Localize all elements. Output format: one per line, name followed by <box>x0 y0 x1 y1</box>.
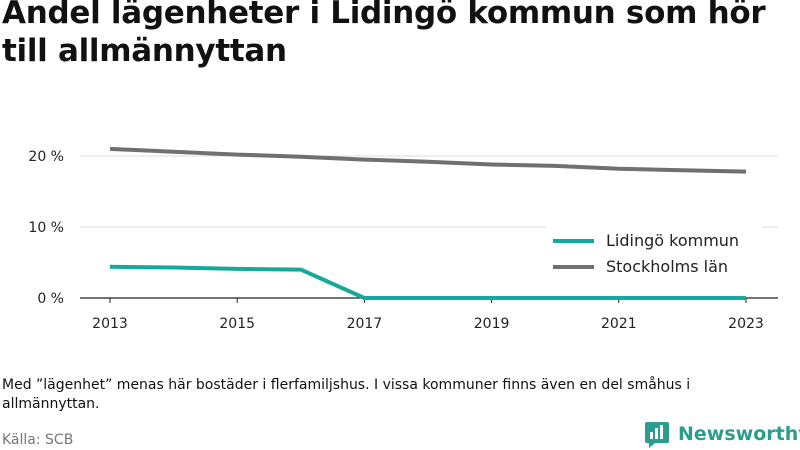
legend-label: Lidingö kommun <box>606 231 739 250</box>
x-tick-label: 2013 <box>92 316 128 332</box>
series-line <box>109 264 746 300</box>
series-lines <box>109 146 747 300</box>
x-tick-label: 2021 <box>601 316 637 332</box>
legend: Lidingö kommun Stockholms län <box>553 231 739 276</box>
series-line <box>109 146 747 174</box>
legend-background <box>546 224 762 282</box>
brand-name: Newsworthy <box>678 423 800 445</box>
x-tick-label: 2017 <box>347 316 383 332</box>
line-chart: 0 % 10 % 20 % 2013 2015 2017 2019 2021 2023 Lid… <box>28 146 778 332</box>
y-tick-label: 20 % <box>28 149 64 165</box>
x-tick-label: 2019 <box>474 316 510 332</box>
x-axis-tick-labels: 2013 2015 2017 2019 2021 2023 <box>92 298 764 332</box>
y-tick-label: 0 % <box>37 291 64 307</box>
chart-title: Andel lägenheter i Lidingö kommun som hö… <box>2 0 766 69</box>
x-tick-label: 2015 <box>219 316 255 332</box>
footnote: Med ”lägenhet” menas här bostäder i fler… <box>2 377 691 412</box>
y-tick-label: 10 % <box>28 220 64 236</box>
brand-logo: Newsworthy <box>644 420 800 448</box>
x-tick-label: 2023 <box>728 316 764 332</box>
legend-label: Stockholms län <box>606 257 728 276</box>
y-axis-tick-labels: 0 % 10 % 20 % <box>28 149 64 307</box>
bar-chart-logo-icon <box>645 422 669 448</box>
source-label: Källa: SCB <box>2 432 74 448</box>
